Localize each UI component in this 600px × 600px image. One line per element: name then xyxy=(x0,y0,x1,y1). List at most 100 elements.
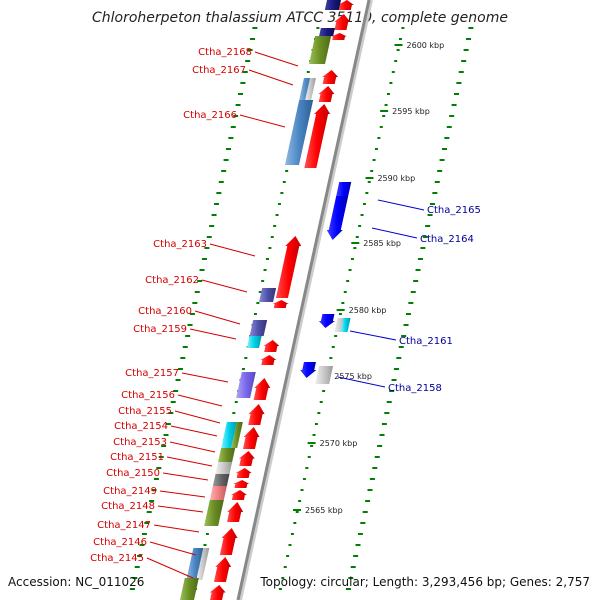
gene-feature[interactable] xyxy=(309,36,332,64)
gene-label-ctha-2154[interactable]: Ctha_2154 xyxy=(114,421,168,432)
leader-line xyxy=(337,376,386,388)
gene-feature[interactable] xyxy=(219,528,238,555)
kbp-tick-label: 2575 kbp xyxy=(334,372,372,381)
gene-feature[interactable] xyxy=(238,451,255,466)
leader-line xyxy=(209,243,256,257)
leader-line xyxy=(146,557,194,579)
gene-feature[interactable] xyxy=(319,28,335,36)
leader-line xyxy=(170,425,218,437)
gene-label-ctha-2166[interactable]: Ctha_2166 xyxy=(183,110,237,121)
gene-label-ctha-2151[interactable]: Ctha_2151 xyxy=(110,452,164,463)
gene-feature[interactable] xyxy=(340,318,351,332)
gene-feature[interactable] xyxy=(235,468,252,478)
gene-feature[interactable] xyxy=(236,372,256,398)
gene-feature[interactable] xyxy=(260,355,277,365)
kbp-tick-label: 2600 kbp xyxy=(407,41,445,50)
accession-text: Accession: NC_011026 xyxy=(8,575,144,589)
gene-feature[interactable] xyxy=(180,578,199,600)
gene-label-ctha-2158[interactable]: Ctha_2158 xyxy=(388,383,442,394)
gene-feature[interactable] xyxy=(305,78,316,100)
gene-feature[interactable] xyxy=(196,548,210,580)
gene-feature[interactable] xyxy=(231,422,243,448)
gene-feature[interactable] xyxy=(322,70,339,84)
gene-feature[interactable] xyxy=(300,362,317,378)
gene-label-ctha-2153[interactable]: Ctha_2153 xyxy=(113,437,167,448)
gene-label-ctha-2168[interactable]: Ctha_2168 xyxy=(198,47,252,58)
kbp-tick-label: 2570 kbp xyxy=(320,439,358,448)
gene-feature[interactable] xyxy=(337,0,354,10)
gene-feature[interactable] xyxy=(209,585,226,600)
gene-label-ctha-2157[interactable]: Ctha_2157 xyxy=(125,368,179,379)
gene-label-ctha-2160[interactable]: Ctha_2160 xyxy=(138,306,192,317)
leader-line xyxy=(169,441,216,453)
gene-feature[interactable] xyxy=(275,236,302,298)
gene-label-ctha-2148[interactable]: Ctha_2148 xyxy=(101,501,155,512)
gene-label-ctha-2147[interactable]: Ctha_2147 xyxy=(97,520,151,531)
gene-feature[interactable] xyxy=(272,300,289,308)
gene-feature[interactable] xyxy=(221,422,237,448)
gene-feature[interactable] xyxy=(336,182,352,196)
kbp-tick-label: 2580 kbp xyxy=(349,306,387,315)
gene-label-ctha-2146[interactable]: Ctha_2146 xyxy=(93,537,147,548)
gene-feature[interactable] xyxy=(284,100,314,165)
leader-line xyxy=(149,541,197,556)
gene-feature[interactable] xyxy=(248,404,265,425)
leader-line xyxy=(153,524,200,533)
gene-feature[interactable] xyxy=(218,448,236,462)
leader-line xyxy=(159,490,206,498)
leader-line xyxy=(189,328,237,340)
gene-label-ctha-2167[interactable]: Ctha_2167 xyxy=(192,65,246,76)
gene-feature[interactable] xyxy=(324,0,341,10)
gene-label-ctha-2149[interactable]: Ctha_2149 xyxy=(103,486,157,497)
gene-label-ctha-2150[interactable]: Ctha_2150 xyxy=(106,468,160,479)
leader-line xyxy=(181,372,229,383)
leader-line xyxy=(194,310,241,325)
gene-label-ctha-2161[interactable]: Ctha_2161 xyxy=(399,336,453,347)
gene-feature[interactable] xyxy=(334,14,351,30)
backbone-shadow xyxy=(238,0,373,600)
backbone xyxy=(236,0,371,600)
gene-feature[interactable] xyxy=(247,336,262,348)
gene-label-ctha-2156[interactable]: Ctha_2156 xyxy=(121,390,175,401)
gene-feature[interactable] xyxy=(318,314,335,328)
right-gene-labels: Ctha_2165 Ctha_2164 Ctha_2161 Ctha_2158 xyxy=(337,199,481,394)
gene-feature[interactable] xyxy=(318,86,335,102)
gene-feature[interactable] xyxy=(259,288,277,302)
gene-feature[interactable] xyxy=(331,33,348,40)
leader-line xyxy=(177,394,223,407)
left-gene-labels: Ctha_2168 Ctha_2167 Ctha_2166 Ctha_2163 … xyxy=(90,47,299,579)
gene-feature[interactable] xyxy=(227,502,244,522)
gene-feature[interactable] xyxy=(215,462,233,474)
gene-feature[interactable] xyxy=(253,378,271,400)
gene-feature[interactable] xyxy=(233,480,250,488)
gene-feature[interactable] xyxy=(212,474,230,486)
gene-feature[interactable] xyxy=(209,486,227,500)
gene-feature[interactable] xyxy=(213,557,232,582)
gene-label-ctha-2159[interactable]: Ctha_2159 xyxy=(133,324,187,335)
gene-label-ctha-2162[interactable]: Ctha_2162 xyxy=(145,275,199,286)
gene-label-ctha-2165[interactable]: Ctha_2165 xyxy=(427,205,481,216)
gene-feature[interactable] xyxy=(230,490,247,500)
gene-feature[interactable] xyxy=(186,548,204,580)
gene-label-ctha-2145[interactable]: Ctha_2145 xyxy=(90,553,144,564)
map-title: Chloroherpeton thalassium ATCC 35110, co… xyxy=(92,10,508,26)
leader-line xyxy=(162,472,209,481)
gene-label-ctha-2155[interactable]: Ctha_2155 xyxy=(118,406,172,417)
leader-line xyxy=(377,199,425,211)
leader-line xyxy=(239,114,286,128)
kbp-tick-label: 2585 kbp xyxy=(363,239,401,248)
gene-feature[interactable] xyxy=(249,320,268,336)
gene-feature[interactable] xyxy=(263,340,280,352)
leader-line xyxy=(174,410,221,424)
kbp-tick-label: 2590 kbp xyxy=(377,174,415,183)
gene-feature[interactable] xyxy=(304,104,331,168)
topology-text: Topology: circular; Length: 3,293,456 bp… xyxy=(259,575,590,589)
gene-feature[interactable] xyxy=(204,500,224,526)
gene-label-ctha-2164[interactable]: Ctha_2164 xyxy=(420,234,474,245)
gene-feature[interactable] xyxy=(315,366,334,384)
tick-grid: 2600 kbp 2595 kbp 2590 kbp 2585 kbp 2580 kbp… xyxy=(129,27,474,590)
gene-label-ctha-2163[interactable]: Ctha_2163 xyxy=(153,239,207,250)
gene-feature[interactable] xyxy=(242,427,260,449)
gene-feature[interactable] xyxy=(326,196,349,240)
